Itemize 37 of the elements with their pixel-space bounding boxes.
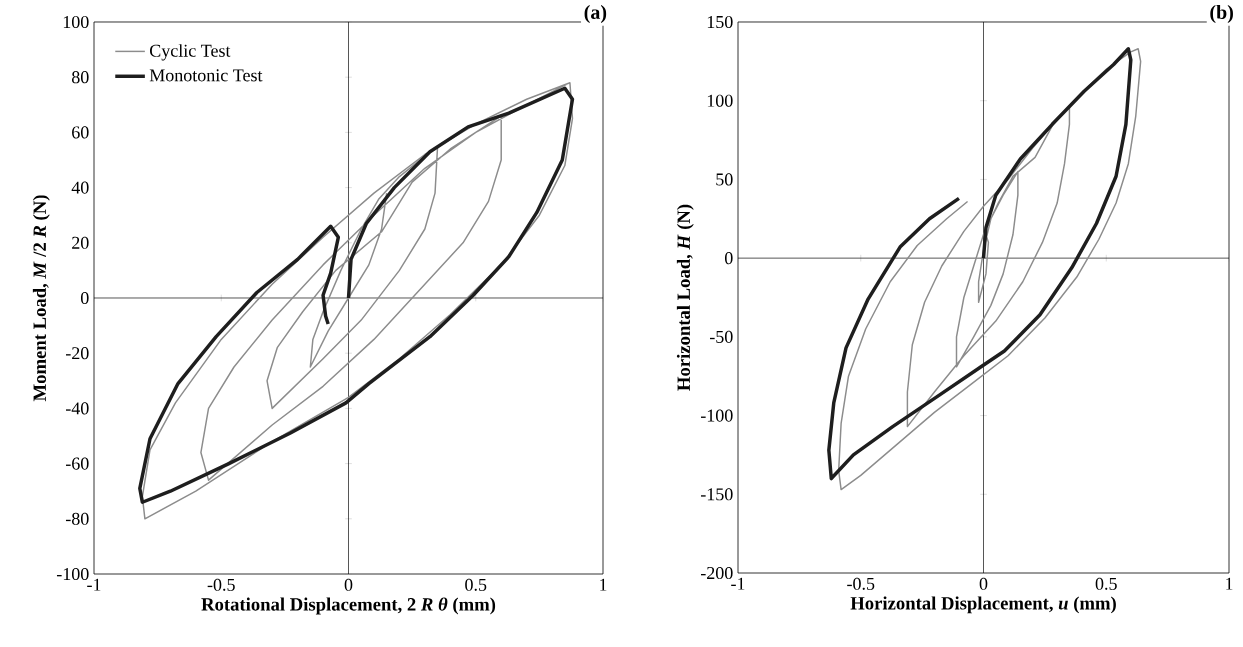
x-tick-label: -0.5 [847,577,875,590]
y-tick-label: -50 [709,330,733,343]
y-tick-label: -150 [700,488,733,501]
x-tick-label: 0 [344,578,353,591]
y-tick-label: 40 [71,181,89,194]
y-tick-label: -200 [700,566,733,580]
legend-label: Monotonic Test [149,69,263,82]
y-tick-label: 80 [71,71,89,84]
y-tick-label: 0 [724,252,733,265]
y-tick-label: -100 [700,409,733,422]
x-axis-title: Rotational Displacement, 2 R θ (mm) [201,597,496,615]
x-tick-label: 0 [979,577,988,590]
y-tick-label: -40 [65,402,89,415]
y-tick-label: 50 [716,173,733,186]
y-tick-label: 150 [707,15,733,29]
y-tick-label: -60 [65,457,89,470]
chart-title: (a) [584,4,607,24]
y-axis-title: Horizontal Load, H (N) [676,204,694,391]
y-tick-label: -20 [65,347,89,360]
x-tick-label: 1 [1226,577,1233,590]
y-tick-label: 100 [707,94,733,107]
y-axis-title: Moment Load, M /2 R (N) [32,195,50,402]
chart-title: (b) [1210,4,1233,24]
x-tick-label: 0.5 [1095,577,1117,590]
x-tick-label: 0.5 [465,578,487,591]
x-tick-label: -1 [731,577,745,590]
x-tick-label: 1 [600,578,607,591]
x-tick-label: -0.5 [207,578,235,591]
y-tick-label: 20 [72,236,89,249]
x-tick-label: -1 [87,578,101,591]
y-tick-label: 100 [63,15,89,29]
y-tick-label: -80 [65,512,89,525]
legend-label: Cyclic Test [149,44,231,61]
y-tick-label: 60 [72,126,89,139]
y-tick-label: -100 [56,567,89,581]
x-axis-title: Horizontal Displacement, u (mm) [850,596,1116,614]
y-tick-label: 0 [80,291,89,305]
